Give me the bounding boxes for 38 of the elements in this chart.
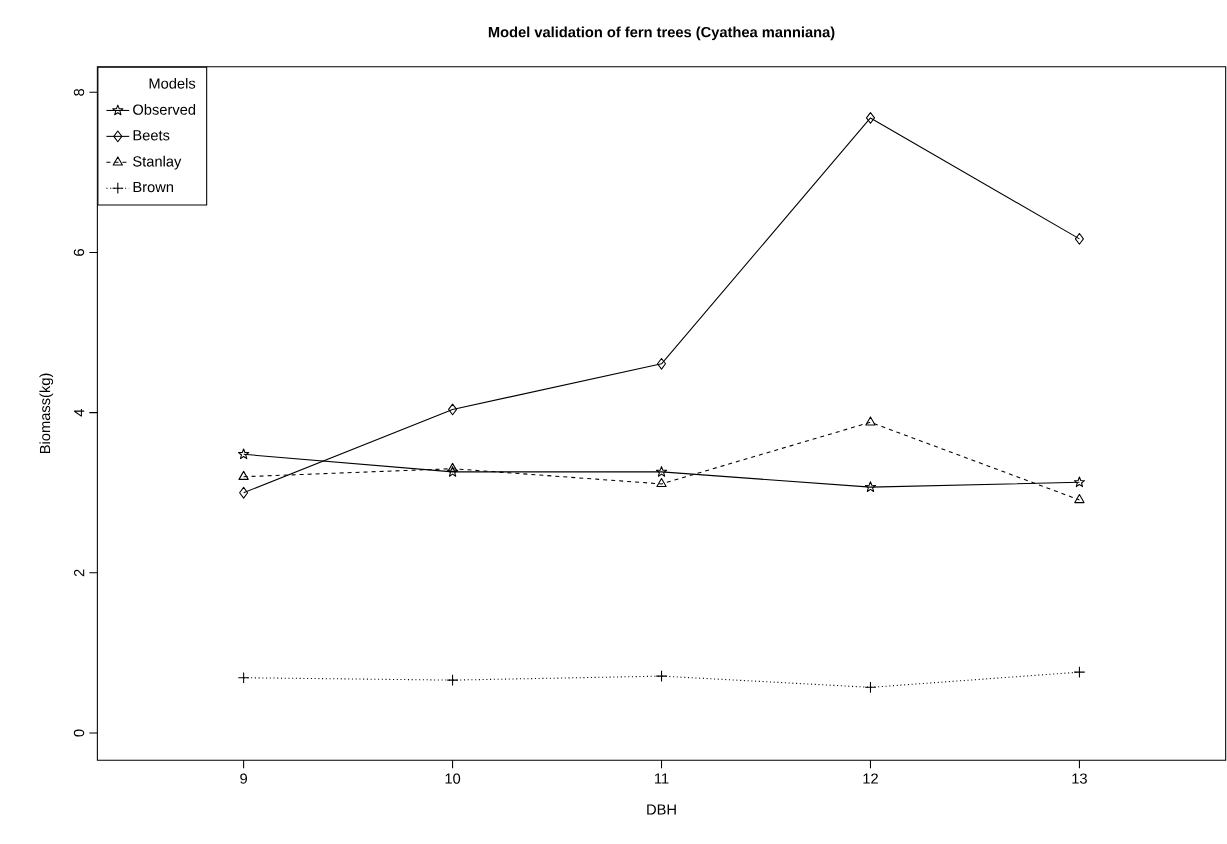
point	[865, 111, 876, 124]
x-tick-label: 11	[655, 773, 669, 784]
point	[864, 481, 877, 492]
point	[655, 465, 668, 477]
y-tick-label: 4	[74, 408, 85, 417]
chart-title: Model validation of fern trees (Cyathea manniana)	[488, 26, 835, 41]
y-tick-label: 0	[73, 729, 85, 737]
x-tick-label: 10	[445, 773, 461, 784]
legend-label: Observed	[133, 103, 196, 115]
point	[864, 681, 877, 694]
point	[1073, 666, 1086, 678]
y-tick-label: 2	[73, 569, 85, 577]
point	[1073, 476, 1086, 488]
point	[238, 470, 249, 480]
point	[239, 486, 249, 499]
point	[865, 416, 876, 426]
legend-label: Stanlay	[133, 155, 182, 170]
x-tick-label: 9	[240, 773, 248, 784]
x-axis-title: DBH	[647, 804, 676, 815]
x-tick-label: 13	[1072, 773, 1087, 784]
point	[448, 403, 458, 416]
point	[447, 462, 458, 472]
point	[237, 671, 250, 684]
point	[656, 357, 667, 370]
point	[655, 670, 668, 682]
point	[1074, 232, 1084, 245]
y-axis-title: Biomass(kg)	[39, 373, 54, 453]
point	[446, 674, 459, 686]
point	[446, 465, 459, 477]
point	[238, 448, 250, 460]
x-tick-label: 12	[863, 773, 878, 784]
y-tick-label: 6	[73, 248, 85, 256]
legend-label: Beets	[133, 130, 170, 141]
legend-label: Brown	[133, 181, 174, 193]
legend-title: Models	[149, 77, 196, 89]
point	[656, 477, 667, 488]
y-tick-label: 8	[73, 88, 85, 96]
point	[1074, 493, 1085, 504]
